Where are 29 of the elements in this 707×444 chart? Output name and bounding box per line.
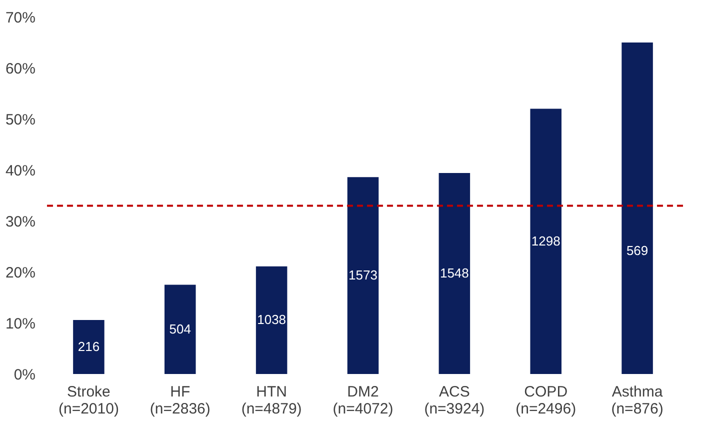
y-tick-label: 20%: [5, 264, 36, 282]
bar: [622, 42, 653, 374]
x-tick-label: DM2 (n=4072): [332, 384, 394, 418]
bar: [164, 284, 196, 374]
annotation: 1548: [440, 266, 469, 281]
y-tick-label: 50%: [5, 112, 36, 128]
bar: [73, 320, 104, 374]
y-tick-label: 30%: [5, 214, 36, 230]
y-tick-label: 70%: [5, 10, 36, 26]
annotation: 1038: [257, 312, 286, 328]
x-tick-label: ACS (n=3924): [424, 384, 485, 418]
y-tick-label: 60%: [5, 60, 36, 78]
x-tick-label: COPD (n=2496): [516, 384, 576, 418]
bar: [256, 266, 288, 374]
annotation: 216: [78, 338, 100, 354]
x-tick-label: Stroke (n=2010): [58, 384, 119, 418]
bar: [530, 108, 562, 374]
annotation: 569: [626, 243, 648, 258]
annotation: 1298: [531, 233, 560, 248]
y-tick-label: 10%: [5, 316, 36, 332]
x-tick-label: HTN (n=4879): [241, 384, 302, 418]
bar: [438, 173, 470, 374]
y-tick-label: 40%: [5, 162, 36, 180]
annotation: 1573: [348, 268, 378, 283]
y-tick-label: 0%: [14, 366, 36, 384]
x-tick-label: Asthma (n=876): [611, 384, 664, 418]
bar: [347, 177, 379, 374]
annotation: 504: [169, 321, 191, 336]
x-tick-label: HF (n=2836): [150, 384, 210, 418]
